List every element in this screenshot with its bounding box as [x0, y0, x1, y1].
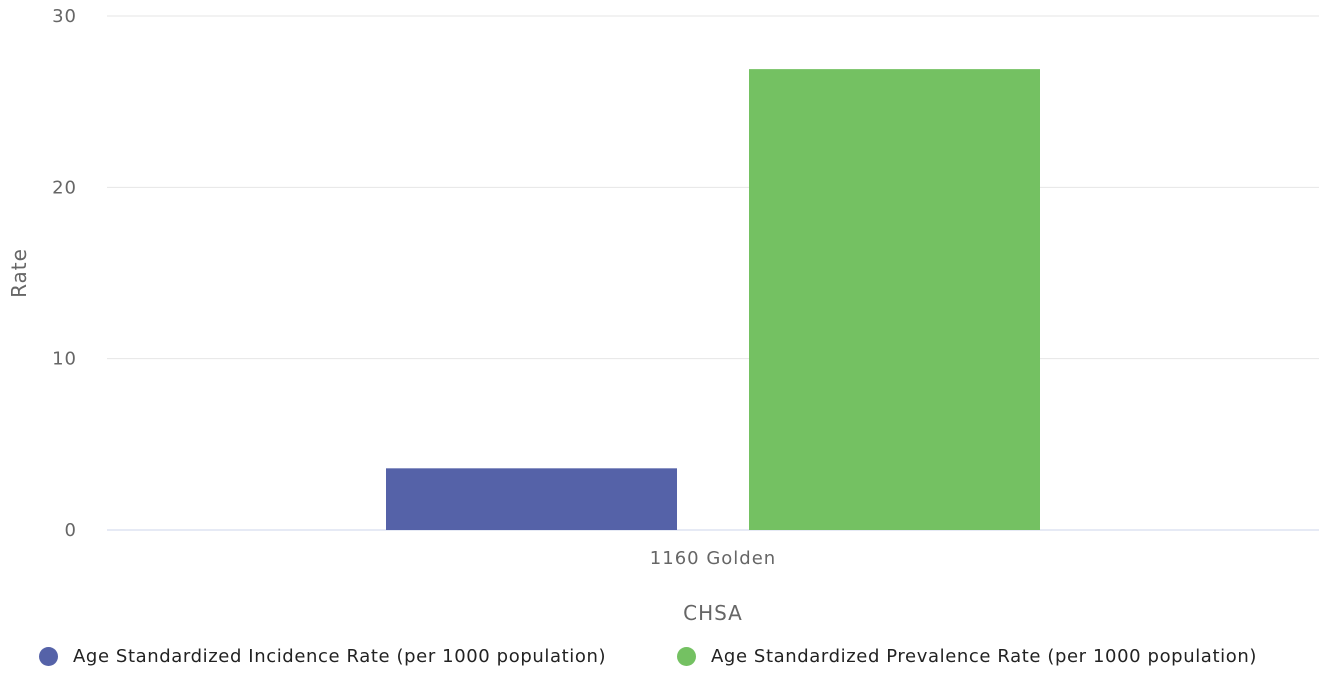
y-tick-label: 20	[52, 177, 77, 198]
bars	[386, 69, 1040, 530]
legend-label-incidence: Age Standardized Incidence Rate (per 100…	[73, 646, 607, 667]
legend-marker-prevalence	[677, 647, 696, 666]
x-axis-ticks: 1160 Golden	[650, 548, 776, 569]
legend-item-prevalence[interactable]: Age Standardized Prevalence Rate (per 10…	[677, 646, 1257, 667]
y-tick-label: 30	[52, 6, 77, 27]
x-tick-label: 1160 Golden	[650, 548, 776, 569]
legend-marker-incidence	[39, 647, 58, 666]
legend: Age Standardized Incidence Rate (per 100…	[0, 646, 1319, 676]
y-axis-ticks: 0 10 20 30	[52, 6, 77, 541]
bar-prevalence[interactable]	[749, 69, 1040, 530]
gridlines	[107, 15, 1319, 531]
y-axis-title: Rate	[7, 248, 31, 298]
y-tick-label: 10	[52, 349, 77, 370]
y-tick-label: 0	[65, 520, 77, 541]
x-axis-title: CHSA	[683, 601, 743, 625]
legend-label-prevalence: Age Standardized Prevalence Rate (per 10…	[711, 646, 1257, 667]
legend-item-incidence[interactable]: Age Standardized Incidence Rate (per 100…	[39, 646, 606, 667]
bar-incidence[interactable]	[386, 468, 677, 530]
